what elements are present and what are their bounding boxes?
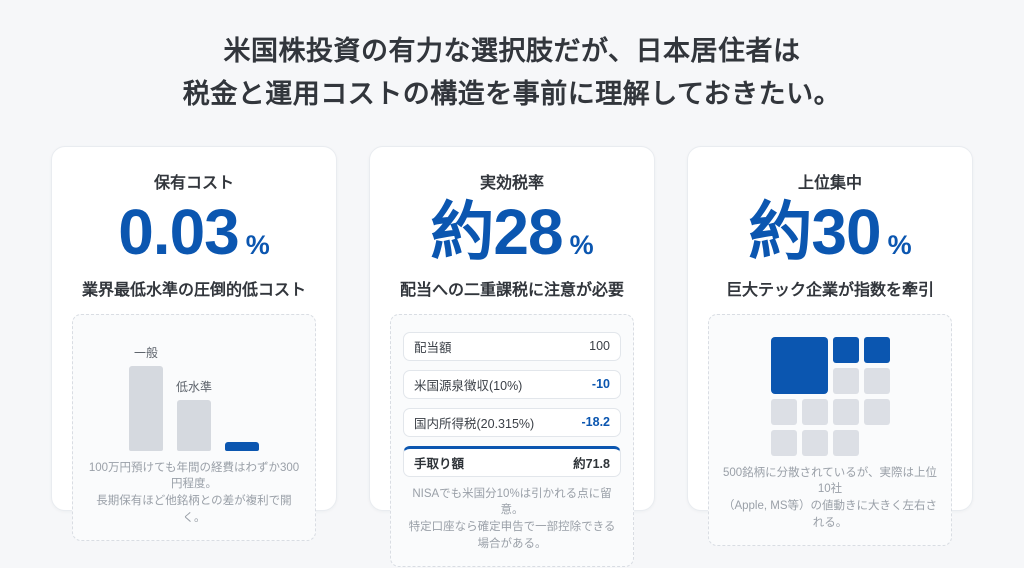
bar-general bbox=[128, 365, 163, 451]
stat-value: 約28 bbox=[430, 196, 563, 269]
stat-value: 0.03 bbox=[118, 196, 240, 269]
bar-this-fund bbox=[225, 441, 259, 451]
tax-table: 配当額 100 米国源泉徴収(10%) -10 国内所得税(20.315%) -… bbox=[403, 331, 621, 477]
treemap-tile-gray bbox=[832, 367, 859, 394]
treemap-tile-gray bbox=[801, 429, 828, 456]
treemap-tile-gray bbox=[801, 398, 828, 425]
tax-note: NISAでも米国分10%は引かれる点に留意。 特定口座なら確定申告で一部控除でき… bbox=[403, 486, 621, 553]
tax-row-net-amount: 手取り額 約71.8 bbox=[403, 445, 621, 477]
card-subtitle: 配当への二重課税に注意が必要 bbox=[399, 281, 624, 299]
tax-row-value: 100 bbox=[589, 339, 610, 354]
cost-note-line1: 100万円預けても年間の経費はわずか300円程度。 bbox=[88, 461, 300, 491]
card-effective-tax: 実効税率 約28 % 配当への二重課税に注意が必要 配当額 100 米国源泉徴収… bbox=[369, 146, 655, 568]
treemap-tile-blue bbox=[863, 336, 890, 363]
treemap-tile-gray bbox=[863, 367, 890, 394]
cost-note-line2: 長期保有ほど他銘柄との差が複利で開く。 bbox=[96, 495, 292, 524]
bar-label: 一般 bbox=[133, 345, 158, 360]
card-subtitle: 巨大テック企業が指数を牽引 bbox=[725, 281, 934, 299]
treemap-tile-gray bbox=[770, 398, 797, 425]
card-label: 上位集中 bbox=[797, 175, 862, 193]
tax-note-line2: 特定口座なら確定申告で一部控除できる場合がある。 bbox=[408, 521, 616, 550]
tax-row-value: 約71.8 bbox=[573, 456, 610, 471]
stat-unit: % bbox=[887, 230, 912, 261]
tax-row-value: -10 bbox=[591, 377, 610, 392]
bar-column-general: 一般 bbox=[128, 344, 163, 451]
concentration-note: 500銘柄に分散されているが、実際は上位10社 （Apple, MS等）の値動き… bbox=[721, 465, 939, 532]
treemap bbox=[721, 336, 939, 456]
concentration-note-line2: （Apple, MS等）の値動きに大きく左右される。 bbox=[722, 500, 938, 529]
treemap-tile-gray bbox=[832, 398, 859, 425]
bar-column-this-fund bbox=[225, 423, 259, 451]
cost-bar-chart: 一般 低水準 bbox=[85, 329, 303, 451]
tax-row-dividend: 配当額 100 bbox=[403, 331, 621, 361]
page-title-line1: 米国株投資の有力な選択肢だが、日本居住者は bbox=[223, 36, 801, 66]
treemap-tile-gray bbox=[770, 429, 797, 456]
treemap-panel: 500銘柄に分散されているが、実際は上位10社 （Apple, MS等）の値動き… bbox=[708, 313, 952, 547]
treemap-tile-blue bbox=[832, 336, 859, 363]
tax-row-value: -18.2 bbox=[581, 415, 611, 430]
treemap-tile-big-blue bbox=[770, 336, 828, 394]
page-title-line2: 税金と運用コストの構造を事前に理解しておきたい。 bbox=[182, 78, 842, 109]
tax-row-domestic-tax: 国内所得税(20.315%) -18.2 bbox=[403, 407, 621, 437]
card-subtitle: 業界最低水準の圧倒的低コスト bbox=[81, 281, 306, 299]
stat-unit: % bbox=[245, 230, 270, 261]
stat: 0.03 % bbox=[72, 196, 316, 269]
card-concentration: 上位集中 約30 % 巨大テック企業が指数を牽引 500銘柄に分散されているが、… bbox=[687, 146, 973, 547]
tax-row-label: 配当額 bbox=[414, 340, 452, 355]
tax-row-label: 米国源泉徴収(10%) bbox=[414, 378, 523, 393]
bar-column-low: 低水準 bbox=[176, 378, 212, 451]
stat-value: 約30 bbox=[748, 196, 881, 269]
card-holding-cost: 保有コスト 0.03 % 業界最低水準の圧倒的低コスト 一般 低水準 bbox=[51, 146, 337, 542]
stat-cards-row: 保有コスト 0.03 % 業界最低水準の圧倒的低コスト 一般 低水準 bbox=[0, 146, 1024, 568]
stat: 約28 % bbox=[390, 196, 634, 269]
tax-row-us-withholding: 米国源泉徴収(10%) -10 bbox=[403, 369, 621, 399]
card-label: 保有コスト bbox=[153, 175, 234, 193]
treemap-tile-gray bbox=[863, 398, 890, 425]
page-title: 米国株投資の有力な選択肢だが、日本居住者は 税金と運用コストの構造を事前に理解し… bbox=[0, 30, 1024, 115]
bar-label: 低水準 bbox=[175, 379, 212, 394]
card-label: 実効税率 bbox=[479, 175, 544, 193]
cost-chart-panel: 一般 低水準 100万円預けても年間の経費はわずか300円程度。 長期保有ほど他… bbox=[72, 313, 316, 542]
concentration-note-line1: 500銘柄に分散されているが、実際は上位10社 bbox=[722, 466, 938, 496]
bar-low-level bbox=[176, 399, 211, 451]
stat-unit: % bbox=[569, 230, 594, 261]
tax-row-label: 手取り額 bbox=[414, 456, 465, 471]
tax-table-panel: 配当額 100 米国源泉徴収(10%) -10 国内所得税(20.315%) -… bbox=[390, 313, 634, 568]
tax-row-label: 国内所得税(20.315%) bbox=[414, 416, 535, 431]
cost-note: 100万円預けても年間の経費はわずか300円程度。 長期保有ほど他銘柄との差が複… bbox=[85, 460, 303, 527]
stat: 約30 % bbox=[708, 196, 952, 269]
tax-note-line1: NISAでも米国分10%は引かれる点に留意。 bbox=[412, 487, 612, 517]
treemap-tile-gray bbox=[832, 429, 859, 456]
